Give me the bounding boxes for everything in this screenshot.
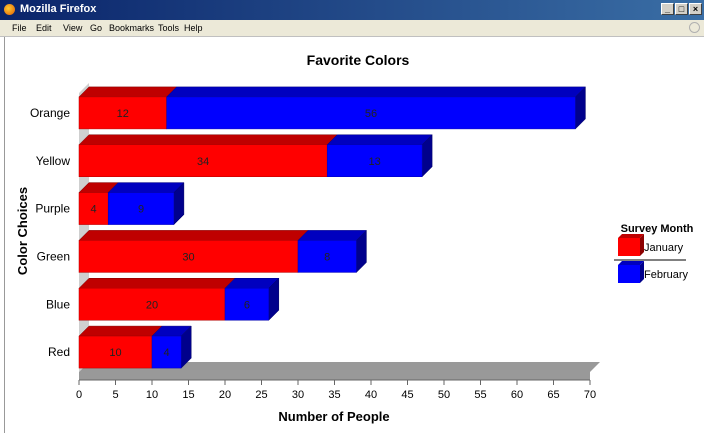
x-tick-label-10: 50: [438, 389, 450, 401]
close-button[interactable]: ×: [689, 3, 702, 15]
legend-title: Survey Month: [621, 223, 694, 235]
bar-blue-january: [78, 288, 226, 321]
legend-swatch-january: [618, 238, 640, 256]
bar-orange-january-top: [78, 86, 178, 98]
bar-red-january: [78, 335, 153, 369]
x-tick-label-11: 55: [474, 389, 486, 401]
x-tick-label-2: 10: [146, 389, 158, 401]
bar-purple-february-label: 9: [138, 204, 144, 216]
y-tick-label-red: Red: [48, 345, 70, 359]
legend-swatch-february-top: [618, 261, 644, 265]
bar-yellow-february: [326, 144, 423, 177]
bar-orange-february-top: [165, 86, 587, 98]
bar-yellow-january-label: 34: [197, 156, 209, 168]
y-tick-label-green: Green: [37, 249, 70, 263]
bar-purple-january: [78, 192, 109, 225]
bar-yellow-february-top: [326, 134, 433, 145]
page-content: Favorite Colors 0 5 10 15 20 25 30 35 40 45 50 55 60 6…: [0, 37, 704, 433]
firefox-logo-icon: [4, 4, 15, 15]
bar-purple-february: [107, 192, 175, 225]
bar-blue-february: [224, 288, 270, 321]
bar-yellow-february-label: 13: [369, 156, 381, 168]
y-tick-label-yellow: Yellow: [36, 154, 71, 168]
minimize-button[interactable]: _: [661, 3, 674, 15]
bar-green-february-top: [297, 230, 368, 241]
bar-purple-february-top: [107, 182, 185, 193]
chart: Favorite Colors 0 5 10 15 20 25 30 35 40 45 50 55 60 6…: [15, 52, 694, 424]
menu-tools[interactable]: Tools: [158, 23, 180, 33]
x-tick-label-4: 20: [219, 389, 231, 401]
window-controls: _ □ ×: [661, 3, 702, 15]
bar-purple-january-label: 4: [91, 204, 97, 216]
legend-label-january: January: [644, 242, 684, 254]
x-tick-label-13: 65: [547, 389, 559, 401]
maximize-button[interactable]: □: [675, 3, 688, 15]
bar-red-january-top: [78, 325, 163, 337]
x-axis-label: Number of People: [278, 409, 389, 424]
bar-green-february-label: 8: [324, 251, 330, 263]
y-tick-label-orange: Orange: [30, 106, 70, 120]
x-tick-label-12: 60: [511, 389, 523, 401]
legend-swatch-january-side: [640, 234, 644, 256]
menu-file[interactable]: File: [12, 23, 27, 33]
x-tick-label-5: 25: [255, 389, 267, 401]
bar-blue-january-top: [78, 278, 236, 289]
menu-help[interactable]: Help: [184, 23, 203, 33]
bar-red-february-label: 4: [164, 347, 170, 359]
window-border: [4, 37, 5, 433]
x-tick-label-1: 5: [112, 389, 118, 401]
menu-edit[interactable]: Edit: [36, 23, 52, 33]
bar-green-february: [297, 240, 357, 273]
bar-yellow-january: [78, 144, 328, 177]
loading-throbber-icon: [689, 22, 700, 33]
legend-swatch-february: [618, 265, 640, 283]
bar-orange-february: [166, 96, 576, 130]
x-tick-label-8: 40: [365, 389, 377, 401]
menu-bookmarks[interactable]: Bookmarks: [109, 23, 155, 33]
y-tick-label-purple: Purple: [35, 202, 70, 216]
chart-title: Favorite Colors: [307, 52, 410, 68]
y-axis-label: Color Choices: [15, 187, 30, 275]
chart-floor: [79, 362, 600, 380]
x-tick-label-6: 30: [292, 389, 304, 401]
x-tick-label-3: 15: [182, 389, 194, 401]
bar-orange-february-label: 56: [365, 108, 377, 120]
y-tick-label-blue: Blue: [46, 297, 70, 311]
x-tick-label-14: 70: [584, 389, 596, 401]
legend-label-february: February: [644, 269, 689, 281]
window-title: Mozilla Firefox: [20, 3, 97, 15]
bar-red-january-label: 10: [109, 347, 121, 359]
bar-yellow-january-top: [78, 134, 338, 145]
window-titlebar: Mozilla Firefox _ □ ×: [0, 0, 704, 20]
bar-blue-february-label: 6: [244, 299, 250, 311]
bar-blue-january-label: 20: [146, 299, 158, 311]
bar-green-january-top: [78, 230, 309, 241]
bar-green-january: [78, 240, 299, 273]
x-tick-label-0: 0: [76, 389, 82, 401]
legend-swatch-january-top: [618, 234, 644, 238]
x-tick-label-9: 45: [401, 389, 413, 401]
bar-orange-january-label: 12: [117, 108, 129, 120]
menu-bar: File Edit View Go Bookmarks Tools Help: [0, 20, 704, 37]
bar-green-january-label: 30: [182, 251, 194, 263]
x-tick-label-7: 35: [328, 389, 340, 401]
bar-red-february: [151, 335, 182, 369]
legend-swatch-february-side: [640, 261, 644, 283]
menu-view[interactable]: View: [63, 23, 83, 33]
menu-go[interactable]: Go: [90, 23, 103, 33]
